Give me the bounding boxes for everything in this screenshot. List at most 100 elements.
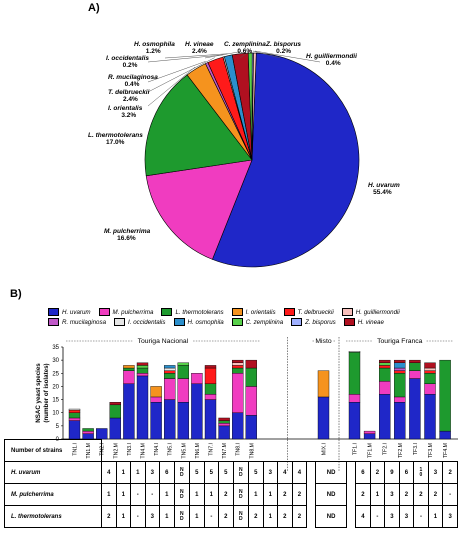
bar-segment xyxy=(177,378,190,403)
legend-item: L. thermotolerans xyxy=(161,308,224,316)
bar-segment xyxy=(231,365,244,369)
table-cell: 6 xyxy=(159,461,175,484)
table-cell: 6 xyxy=(355,461,371,484)
bar-segment xyxy=(163,399,176,440)
table-cell: 2 xyxy=(442,461,458,484)
table-cell: 5 xyxy=(218,461,234,484)
legend-swatch xyxy=(48,318,59,326)
bar-segment xyxy=(424,383,436,395)
legend-swatch xyxy=(343,318,355,326)
legend-item: H. uvarum xyxy=(48,308,91,316)
legend-item: I. orientalis xyxy=(231,308,276,316)
table-cell: - xyxy=(413,505,429,528)
bar-segment xyxy=(191,373,203,384)
table-cell: 1 xyxy=(189,483,205,506)
table-cell: 2 xyxy=(427,483,444,506)
pie-pct-label: 2.4% xyxy=(192,48,207,55)
legend-label: I. occidentalis xyxy=(128,318,166,326)
legend-label: H. guilliermondii xyxy=(355,308,400,316)
legend-label: L. thermotolerans xyxy=(175,308,224,316)
table-cell: 1 xyxy=(115,461,132,484)
bar-segment xyxy=(394,396,406,403)
table-cell: 2 xyxy=(291,483,308,506)
table-cell: 1 xyxy=(159,483,175,506)
table-row: H. uvarum 4 1 1 3 6 N D 5 5 5 N D 5 3 4 4 ND 6 2 9 6 1 0 3 2 xyxy=(4,461,458,484)
bar-segment xyxy=(136,365,149,369)
group-label: Misto xyxy=(315,338,331,345)
bar-segment xyxy=(177,365,190,379)
bar-segment xyxy=(95,428,108,440)
group-label: Touriga Nacional xyxy=(138,338,189,345)
bar-segment xyxy=(409,378,421,440)
table-cell: 2 xyxy=(398,483,415,506)
y-tick-label: 20 xyxy=(52,384,59,390)
pie-pct-label: 3.2% xyxy=(121,112,136,119)
bar-segment xyxy=(231,367,244,374)
table-cell: 2 xyxy=(218,483,234,506)
table-cell: - xyxy=(369,505,386,528)
table-cell: 1 xyxy=(203,483,220,506)
bar-legend: H. uvarum M. pulcherrima L. thermotolerans… xyxy=(48,308,458,328)
table-cell: 1 xyxy=(159,505,175,528)
bar-segment xyxy=(409,370,421,379)
table-cell: 2 xyxy=(248,505,264,528)
pie-pct-label: 55.4% xyxy=(373,189,392,196)
table-cell: 3 xyxy=(144,461,161,484)
legend-label: R. mucilaginosa xyxy=(62,318,107,326)
pie-pct-label: 2.4% xyxy=(123,96,138,103)
legend-swatch xyxy=(98,308,110,316)
bar-segment xyxy=(218,425,230,440)
group-label: Touriga Franca xyxy=(377,338,423,345)
bar-segment xyxy=(424,373,436,384)
bar-segment xyxy=(68,420,81,440)
table-cell: 2 xyxy=(277,505,293,528)
legend-item: T. delbrueckii xyxy=(283,308,334,316)
table-row: M. pulcherrima 1 1- -1 N D 1 1 2 N D 1 1 2 2 ND 2 1 3 2 2 2- xyxy=(4,483,458,506)
legend-label: Z. bisporus xyxy=(305,318,336,326)
table-cell: 3 xyxy=(384,483,400,506)
legend-item: C. zemplinina xyxy=(231,318,284,326)
legend-item: H. guilliermondii xyxy=(341,308,400,316)
legend-item: H. osmophila xyxy=(173,318,224,326)
y-tick-label: 5 xyxy=(56,424,60,430)
table-gap xyxy=(346,461,357,484)
table-cell: 3 xyxy=(427,461,444,484)
table-cell: 2 xyxy=(291,505,308,528)
bar-segment xyxy=(439,359,451,432)
table-cell: 5 xyxy=(203,461,220,484)
table-cell: 1 xyxy=(427,505,444,528)
y-tick-label: 30 xyxy=(52,358,59,364)
y-axis-label-units: (number of isolates) xyxy=(43,363,50,422)
y-axis-label: NSAC yeast species xyxy=(35,363,42,423)
panel-a-label: A) xyxy=(88,2,100,14)
pie-slice-lthermotolerans xyxy=(144,74,253,177)
bar-segment xyxy=(191,383,203,440)
bar-segment xyxy=(363,430,376,434)
table-cell: ND xyxy=(315,483,348,506)
pie-label: T. delbrueckii xyxy=(108,89,150,96)
bar-segment xyxy=(379,380,391,395)
legend-label: I. orientalis xyxy=(245,308,276,316)
bar-segment xyxy=(394,359,406,363)
pie-label: I. orientalis xyxy=(108,105,143,112)
bar-segment xyxy=(424,394,436,440)
pie-leader-line xyxy=(204,51,240,59)
legend-label: H. uvarum xyxy=(62,308,91,316)
legend-label: C. zemplinina xyxy=(245,318,284,326)
table-cell: 3 xyxy=(384,505,400,528)
table-gap xyxy=(306,483,317,506)
bar-segment xyxy=(394,367,406,371)
table-row: L. thermotolerans 2 1-3 1 N D 1-2 N D 2 1 2 2 ND 4-3 3-… xyxy=(4,505,458,528)
legend-swatch xyxy=(231,318,243,326)
bar-segment xyxy=(218,423,230,427)
pie-label: M. pulcherrima xyxy=(104,228,151,235)
pie-label: R. mucilaginosa xyxy=(108,74,158,81)
bar-segment xyxy=(163,365,176,369)
bar-segment xyxy=(109,417,122,440)
legend-swatch xyxy=(341,308,353,316)
pie-pct-label: 0.6% xyxy=(237,48,252,55)
table-cell: 1 xyxy=(115,483,132,506)
bar-segment xyxy=(163,378,176,400)
bar-segment xyxy=(245,359,258,369)
